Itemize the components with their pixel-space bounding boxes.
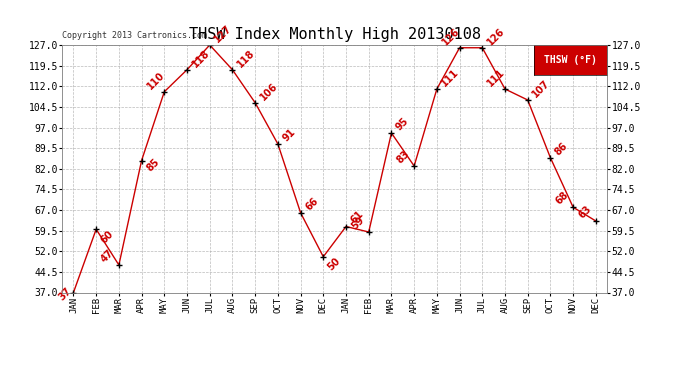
Text: 47: 47 bbox=[99, 248, 116, 264]
Text: 85: 85 bbox=[144, 157, 161, 174]
Text: 111: 111 bbox=[440, 67, 461, 88]
Text: 86: 86 bbox=[553, 140, 570, 157]
Text: 37: 37 bbox=[57, 286, 73, 303]
Text: 126: 126 bbox=[440, 26, 462, 47]
Text: 60: 60 bbox=[99, 228, 115, 245]
Text: 107: 107 bbox=[531, 78, 552, 99]
Text: Copyright 2013 Cartronics.com: Copyright 2013 Cartronics.com bbox=[62, 31, 207, 40]
Text: 66: 66 bbox=[304, 195, 320, 212]
Text: 83: 83 bbox=[395, 148, 411, 165]
Text: 95: 95 bbox=[394, 116, 411, 132]
Text: 61: 61 bbox=[348, 209, 366, 226]
Text: 118: 118 bbox=[190, 48, 211, 69]
Text: 68: 68 bbox=[553, 190, 571, 207]
Text: 106: 106 bbox=[258, 81, 279, 102]
Text: 50: 50 bbox=[326, 256, 343, 273]
Text: 118: 118 bbox=[235, 48, 257, 69]
Text: 110: 110 bbox=[145, 70, 166, 91]
Text: 91: 91 bbox=[281, 127, 297, 143]
Text: 63: 63 bbox=[576, 204, 593, 220]
Text: 126: 126 bbox=[485, 26, 506, 47]
Text: 111: 111 bbox=[486, 67, 507, 88]
Text: 127: 127 bbox=[213, 23, 234, 44]
Text: 59: 59 bbox=[349, 214, 366, 231]
Title: THSW Index Monthly High 20130108: THSW Index Monthly High 20130108 bbox=[188, 27, 481, 42]
